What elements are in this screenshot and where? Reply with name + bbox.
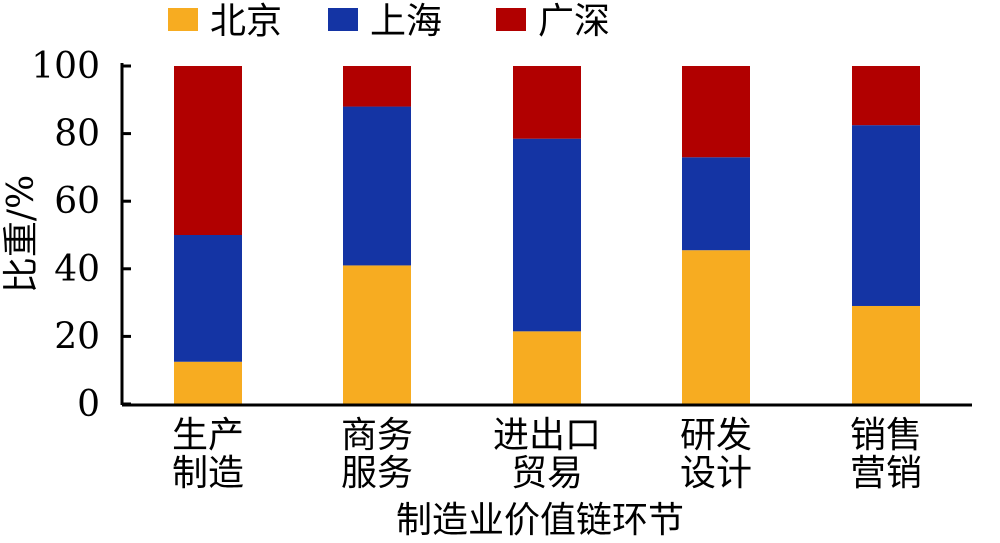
bar-segment: [682, 66, 750, 158]
x-axis-title: 制造业价值链环节: [396, 500, 684, 541]
y-tick-label: 100: [31, 46, 100, 87]
bar-segment: [513, 66, 581, 139]
legend: 北京 上海 广深: [168, 1, 610, 42]
y-tick-label: 60: [54, 181, 100, 222]
legend-label: 北京: [210, 1, 282, 42]
x-category-label: 生产: [172, 415, 244, 456]
bar-segment: [852, 125, 920, 306]
legend-label: 上海: [370, 1, 442, 42]
x-category-label: 营销: [850, 453, 922, 494]
y-tick-label: 0: [77, 384, 100, 425]
bar-segment: [852, 66, 920, 126]
x-category-label: 销售: [850, 415, 922, 456]
x-category-label: 贸易: [511, 453, 583, 494]
bar-segment: [343, 106, 411, 266]
y-ticks: 0 20 40 60 80 100: [31, 46, 131, 425]
y-tick-label: 40: [54, 249, 100, 290]
bar-segment: [682, 250, 750, 404]
y-tick-label: 80: [54, 114, 100, 155]
y-tick-label: 20: [54, 316, 100, 357]
axes: [120, 63, 972, 407]
bar-segment: [682, 157, 750, 251]
bar-segment: [343, 265, 411, 404]
x-category-label: 商务: [341, 415, 413, 456]
bar-segment: [513, 138, 581, 332]
legend-swatch: [168, 8, 198, 31]
bar-segment: [343, 66, 411, 107]
y-axis-title: 比重/%: [1, 175, 42, 293]
bar-segment: [513, 331, 581, 404]
x-category-label: 进出口: [493, 415, 601, 456]
x-category-label: 设计: [680, 453, 752, 494]
x-category-label: 制造: [172, 453, 244, 494]
legend-label: 广深: [538, 1, 610, 42]
bars: [174, 66, 920, 404]
bar-segment: [852, 305, 920, 404]
bar-segment: [174, 361, 242, 404]
legend-swatch: [328, 8, 358, 31]
bar-segment: [174, 235, 242, 362]
x-category-label: 研发: [680, 415, 752, 456]
legend-swatch: [496, 8, 526, 31]
bar-segment: [174, 66, 242, 235]
x-category-label: 服务: [341, 453, 413, 494]
